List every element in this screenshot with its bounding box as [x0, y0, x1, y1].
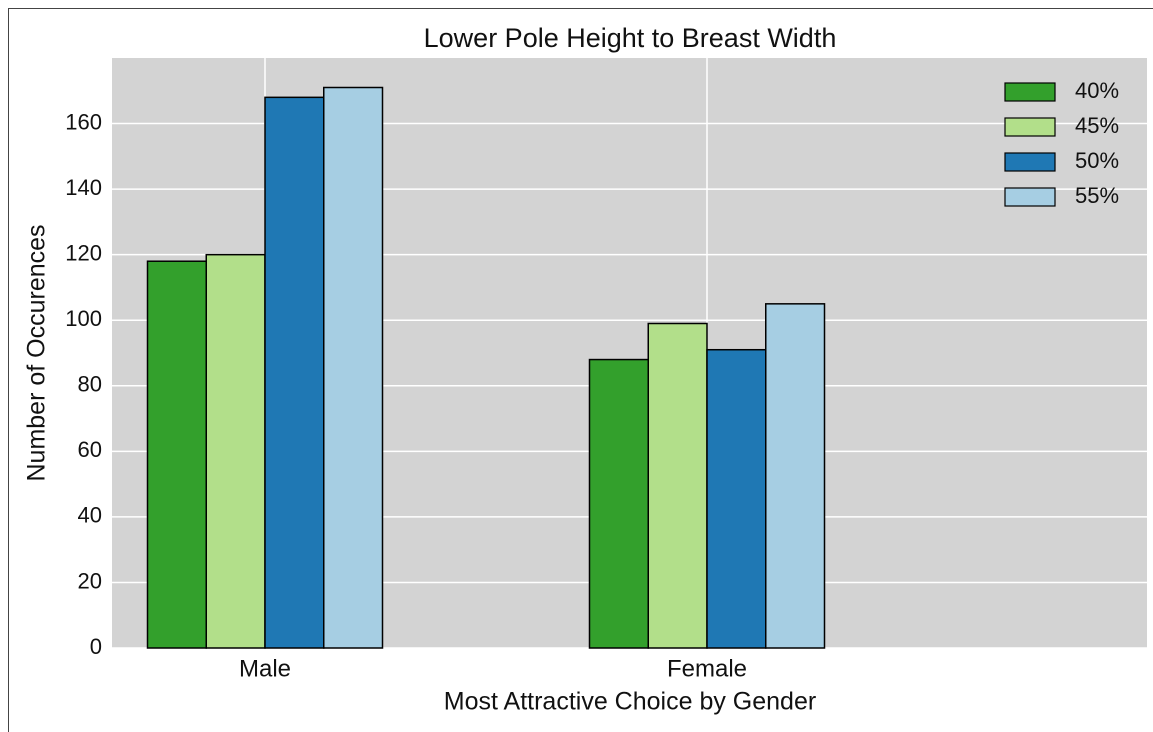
y-tick-label: 120 — [65, 240, 102, 265]
legend-label: 40% — [1075, 78, 1119, 103]
x-axis-label: Most Attractive Choice by Gender — [444, 688, 816, 716]
chart-title: Lower Pole Height to Breast Width — [424, 23, 837, 53]
y-tick-label: 100 — [65, 306, 102, 331]
bar — [588, 358, 649, 649]
bar — [323, 86, 384, 649]
y-tick-label: 80 — [78, 372, 102, 397]
bar — [765, 303, 826, 649]
legend-swatch — [1004, 82, 1056, 102]
y-tick-label: 40 — [78, 503, 102, 528]
bar — [706, 348, 767, 649]
legend-swatch — [1004, 117, 1056, 137]
y-axis-label: Number of Occurences — [23, 224, 51, 481]
bar — [205, 253, 266, 649]
bar — [647, 322, 708, 649]
legend-label: 50% — [1075, 148, 1119, 173]
legend-swatch — [1004, 152, 1056, 172]
y-tick-label: 60 — [78, 437, 102, 462]
y-tick-label: 20 — [78, 568, 102, 593]
y-tick-label: 0 — [90, 634, 102, 659]
legend-swatch — [1004, 187, 1056, 207]
bar — [146, 260, 207, 649]
y-tick-label: 140 — [65, 175, 102, 200]
x-tick-label: Female — [667, 655, 747, 682]
bar — [264, 96, 325, 649]
legend-label: 55% — [1075, 183, 1119, 208]
y-tick-label: 160 — [65, 109, 102, 134]
x-tick-label: Male — [239, 655, 291, 682]
frame — [8, 8, 1153, 732]
legend-label: 45% — [1075, 113, 1119, 138]
